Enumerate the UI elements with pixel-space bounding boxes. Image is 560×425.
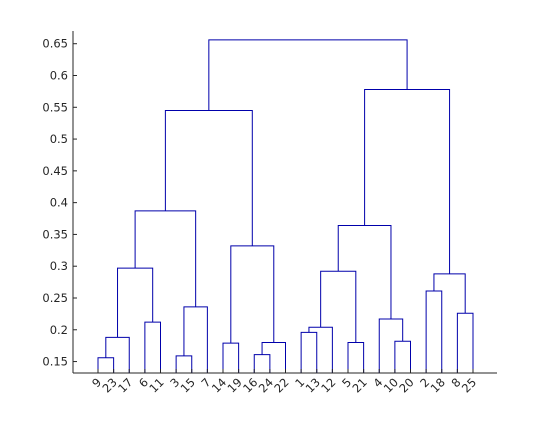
dendrogram-link xyxy=(134,210,197,307)
y-axis-ticks: 0.15 0.2 0.25 0.3 0.35 0.4 0.45 0.5 0.55 0.6 0.65 xyxy=(42,37,77,369)
dendrogram-link xyxy=(144,321,161,373)
leaf-label: 15 xyxy=(178,375,198,395)
y-tick-label: 0.55 xyxy=(42,100,68,114)
dendrogram-link xyxy=(253,354,271,373)
dendrogram-link xyxy=(425,290,443,373)
y-tick-label: 0.65 xyxy=(42,37,68,51)
leaf-label: 21 xyxy=(349,375,369,395)
y-tick-label: 0.6 xyxy=(50,68,68,82)
dendrogram-link xyxy=(105,336,130,373)
dendrogram-link xyxy=(117,267,154,338)
y-tick-label: 0.3 xyxy=(50,259,68,273)
dendrogram-link xyxy=(183,306,208,373)
dendrogram-link xyxy=(433,273,466,314)
dendrogram-links xyxy=(97,39,474,373)
dendrogram-link xyxy=(337,225,392,319)
dendrogram-link xyxy=(347,341,365,373)
y-tick-label: 0.25 xyxy=(42,291,68,305)
y-tick-label: 0.15 xyxy=(42,355,68,369)
dendrogram-link xyxy=(230,245,275,344)
dendrogram-link xyxy=(261,341,286,373)
dendrogram-link xyxy=(394,340,411,373)
dendrogram-link xyxy=(222,342,240,373)
dendrogram-link xyxy=(300,331,318,373)
leaf-label: 12 xyxy=(318,375,338,395)
dendrogram-link xyxy=(378,318,404,373)
dendrogram-link xyxy=(456,312,474,373)
axes-box xyxy=(72,31,497,374)
dendrogram-link xyxy=(164,109,253,246)
dendrogram-link xyxy=(320,270,357,343)
y-tick-label: 0.2 xyxy=(50,323,68,337)
leaf-label: 22 xyxy=(271,375,291,395)
leaf-label: 17 xyxy=(115,375,135,395)
y-tick-label: 0.35 xyxy=(42,227,68,241)
dendrogram-link xyxy=(208,39,408,111)
leaf-label: 18 xyxy=(428,375,448,395)
dendrogram-link xyxy=(175,355,193,373)
y-tick-label: 0.5 xyxy=(50,132,68,146)
dendrogram-link xyxy=(97,357,115,373)
leaf-label: 25 xyxy=(459,375,479,395)
y-tick-label: 0.4 xyxy=(50,196,68,210)
y-tick-label: 0.45 xyxy=(42,164,68,178)
leaf-label: 20 xyxy=(396,375,416,395)
dendrogram-link xyxy=(364,88,451,274)
leaf-label: 11 xyxy=(146,375,166,395)
dendrogram-link xyxy=(308,326,333,373)
